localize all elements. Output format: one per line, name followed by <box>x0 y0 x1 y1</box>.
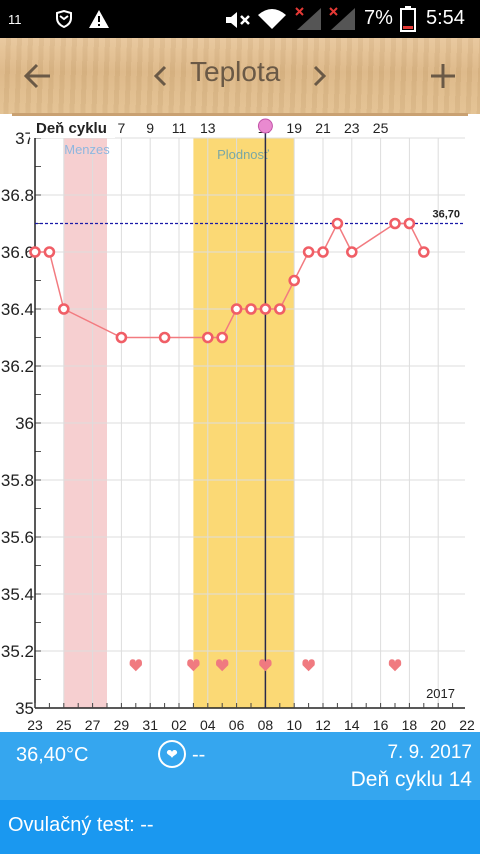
x-tick-label: 22 <box>459 717 475 732</box>
temperature-point <box>158 331 171 344</box>
page-title: Teplota <box>190 56 281 87</box>
temperature-point <box>317 246 329 258</box>
selected-temperature: 36,40°C <box>16 744 89 766</box>
y-tick-label: 36.6 <box>1 243 34 262</box>
x-tick-label: 12 <box>315 717 331 732</box>
temperature-point <box>245 303 257 315</box>
signal-icon-2 <box>329 7 355 30</box>
arrow-left-icon[interactable] <box>24 62 52 90</box>
battery-icon <box>400 6 416 32</box>
ovulation-marker <box>257 118 273 134</box>
intercourse-heart-icon <box>216 659 229 672</box>
temperature-point <box>216 331 228 344</box>
temperature-point <box>403 217 416 230</box>
clock: 5:54 <box>426 7 465 29</box>
x-tick-label: 20 <box>430 717 446 732</box>
chevron-left-icon[interactable] <box>152 65 168 87</box>
x-tick-label: 29 <box>114 717 130 732</box>
heart-icon[interactable]: ❤ <box>158 740 186 768</box>
chevron-right-icon[interactable] <box>312 65 328 87</box>
temperature-point <box>273 303 286 315</box>
temperature-point <box>57 303 70 315</box>
heart-value: -- <box>192 744 206 766</box>
temperature-point <box>29 246 41 258</box>
threshold-label: 36,70 <box>432 209 460 221</box>
x-tick-label: 06 <box>229 717 245 732</box>
temperature-point <box>115 331 128 344</box>
chart-svg[interactable]: Menzes Plodnosť 36,70 37 36.8 36.6 36.4 36.2 36 3… <box>0 114 480 733</box>
intercourse-heart-icon <box>388 659 402 672</box>
wifi-icon <box>258 9 286 29</box>
y-tick-label: 36.8 <box>1 186 34 205</box>
y-tick-label: 36.2 <box>1 357 34 376</box>
y-tick-label: 35.2 <box>1 642 34 661</box>
temperature-point <box>302 246 315 258</box>
temperature-point <box>345 246 358 258</box>
ovulation-test-label: Ovulačný test: -- <box>8 814 154 836</box>
x-tick-label: 04 <box>200 717 216 732</box>
cycle-day: Deň cyklu 14 <box>350 768 472 791</box>
cycle-day-label: 7 <box>118 120 126 136</box>
y-tick-label: 36 <box>15 414 34 433</box>
plus-icon[interactable] <box>430 63 456 89</box>
info-bar: 36,40°C ❤ -- 7. 9. 2017 Deň cyklu 14 <box>0 732 480 800</box>
cycle-day-label: 23 <box>344 120 360 136</box>
y-tick-label: 35 <box>15 699 34 718</box>
y-tick-label: 35.4 <box>1 585 34 604</box>
x-tick-label: 10 <box>286 717 302 732</box>
temperature-point <box>202 331 214 344</box>
x-tick-label: 08 <box>258 717 274 732</box>
temperature-point <box>43 246 56 258</box>
x-tick-label: 16 <box>373 717 389 732</box>
status-left-text: 11 <box>8 12 22 27</box>
ovulation-test-bar[interactable]: Ovulačný test: -- <box>0 800 480 854</box>
temperature-point <box>288 274 301 287</box>
temperature-chart[interactable]: Menzes Plodnosť 36,70 37 36.8 36.6 36.4 36.2 36 3… <box>0 114 480 733</box>
intercourse-heart-icon <box>129 659 142 672</box>
x-tick-label: 23 <box>27 717 43 732</box>
fertile-label: Plodnosť <box>217 147 269 162</box>
x-tick-label: 25 <box>56 717 72 732</box>
intercourse-heart-icon <box>259 659 272 672</box>
battery-percent: 7% <box>364 7 393 29</box>
cycle-day-label: 11 <box>172 120 187 136</box>
temperature-point <box>331 217 344 230</box>
selected-date: 7. 9. 2017 <box>387 742 472 763</box>
x-tick-label: 14 <box>344 717 360 732</box>
signal-icon <box>295 7 321 30</box>
cycle-label-bg <box>30 116 115 138</box>
y-tick-label: 35.8 <box>1 471 34 490</box>
x-tick-label: 31 <box>142 717 158 732</box>
menstruation-label: Menzes <box>64 142 110 157</box>
y-tick-label: 37 <box>15 129 34 148</box>
year-label: 2017 <box>426 686 455 701</box>
temperature-point <box>417 246 430 258</box>
x-tick-label: 27 <box>85 717 101 732</box>
cycle-day-label: 19 <box>286 120 302 136</box>
temperature-point <box>259 303 272 315</box>
y-tick-label: 35.6 <box>1 528 34 547</box>
status-bar: 11 7% 5:54 <box>0 0 480 38</box>
cycle-day-label: 25 <box>373 120 389 136</box>
toolbar: Teplota <box>0 38 480 116</box>
cycle-day-header: Deň cyklu <box>36 120 107 137</box>
cycle-day-label: 9 <box>146 120 154 136</box>
x-tick-label: 02 <box>171 717 187 732</box>
mute-icon <box>226 12 250 28</box>
intercourse-heart-icon <box>187 659 200 672</box>
shield-icon <box>56 10 72 28</box>
x-tick-label: 18 <box>402 717 418 732</box>
temperature-point <box>389 217 401 230</box>
cycle-day-label: 13 <box>200 120 216 136</box>
warning-icon <box>89 10 109 28</box>
y-tick-label: 36.4 <box>1 300 34 319</box>
intercourse-heart-icon <box>302 659 315 672</box>
temperature-point <box>230 303 243 315</box>
cycle-day-label: 21 <box>315 120 331 136</box>
